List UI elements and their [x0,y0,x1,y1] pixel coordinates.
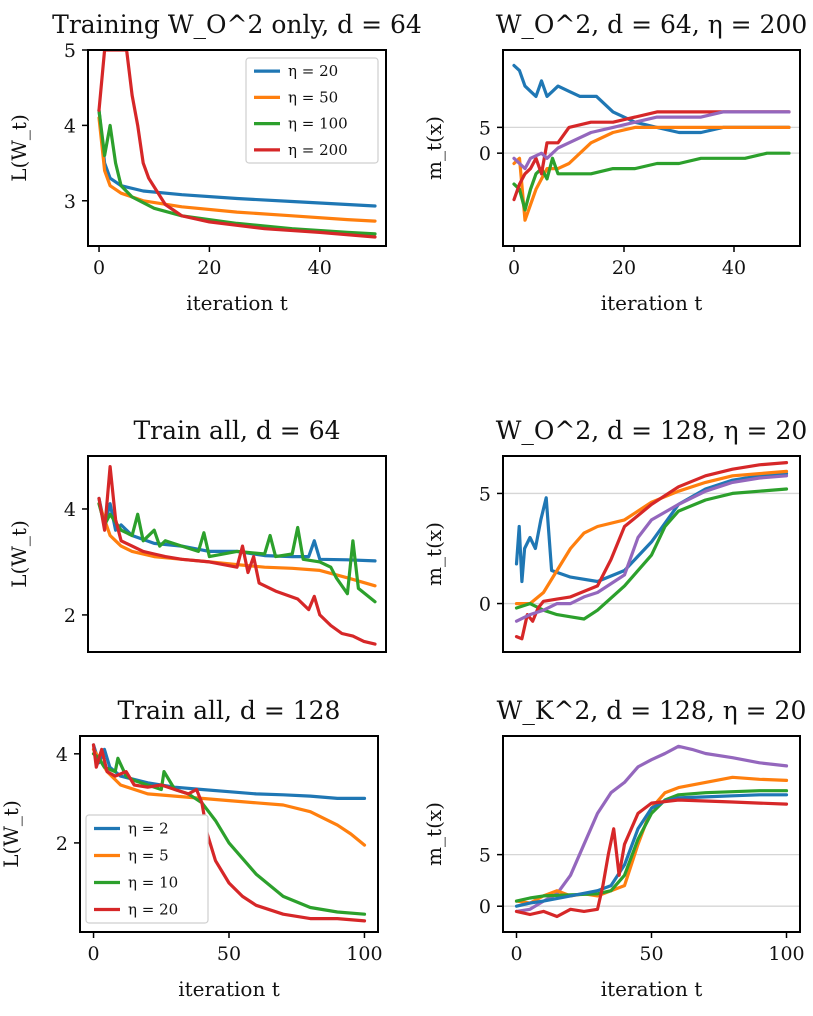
series-line-red [97,465,377,646]
y-tick-label: 4 [56,744,68,766]
y-axis-label: L(W_t) [7,114,31,181]
chart-title: W_K^2, d = 128, η = 20 [497,696,807,725]
chart-title: W_O^2, d = 64, η = 200 [496,10,808,39]
series-line-orange [514,775,789,905]
x-tick-label: 100 [346,943,382,965]
legend-box [85,814,209,924]
series-line-green [97,502,377,604]
chart-title: Train all, d = 64 [133,416,340,445]
x-tick-label: 100 [768,943,804,965]
series-line-red [514,798,789,919]
legend-label: η = 20 [128,901,178,919]
y-tick-label: 0 [479,594,491,616]
series-line-orange [91,747,367,847]
legend-label: η = 10 [128,874,178,892]
legend-label: η = 20 [288,62,338,80]
x-tick-label: 40 [308,257,332,279]
y-axis-label: m_t(x) [422,802,446,866]
x-tick-label: 20 [612,257,636,279]
x-tick-label: 20 [197,257,221,279]
x-tick-label: 40 [722,257,746,279]
series-line-green [91,752,367,916]
series-line-purple [512,110,791,171]
x-tick-label: 0 [87,943,99,965]
series-line-blue [512,63,791,135]
series-line-purple [514,744,789,913]
y-tick-label: 5 [479,483,491,505]
chart-title: W_O^2, d = 128, η = 20 [496,416,808,445]
series-line-red [91,743,367,923]
x-tick-label: 0 [93,257,105,279]
chart-title: Training W_O^2 only, d = 64 [52,10,422,39]
series-line-red [514,461,789,641]
axes-frame [502,455,801,653]
x-tick-label: 50 [639,943,663,965]
axes-frame [502,735,801,933]
y-tick-label: 5 [479,117,491,139]
panel-5: 0 50 100 2 4 Train all, d = 128 iteration t L(W… [0,696,383,1001]
legend: η = 2 η = 5 η = 10 η = 20 [85,814,209,924]
series-line-blue [91,743,367,800]
legend-label: η = 2 [128,820,169,838]
legend-label: η = 50 [288,88,338,106]
legend-label: η = 100 [288,115,348,133]
y-tick-label: 0 [479,143,491,165]
series-line-green [97,108,377,236]
axes-frame [87,49,387,247]
y-tick-label: 4 [64,115,76,137]
series-line-blue [514,472,789,584]
series-line-green [512,151,791,212]
y-axis-label: m_t(x) [422,116,446,180]
panel-2: 0 20 40 0 5 W_O^2, d = 64, η = 200 iteration t… [422,10,807,315]
axes-frame [502,49,801,247]
series-line-green [514,789,789,903]
y-tick-label: 3 [64,191,76,213]
chart-title: Train all, d = 128 [118,696,341,725]
y-tick-label: 4 [64,499,76,521]
legend: η = 20 η = 50 η = 100 η = 200 [245,57,379,164]
x-tick-label: 0 [510,943,522,965]
x-axis-label: iteration t [186,291,288,315]
legend-box [245,57,379,164]
series-line-red [97,50,377,239]
y-tick-label: 2 [64,605,76,627]
y-axis-label: L(W_t) [7,520,31,587]
axes-frame [87,455,387,653]
y-tick-label: 5 [479,845,491,867]
x-axis-label: iteration t [178,977,280,1001]
series-line-blue [97,108,377,208]
series-line-orange [512,125,791,222]
x-tick-label: 50 [217,943,241,965]
series-line-purple [514,474,789,623]
y-tick-label: 5 [64,40,76,62]
series-line-orange [97,116,377,223]
x-axis-label: iteration t [601,977,703,1001]
x-tick-label: 0 [508,257,520,279]
panel-4: 0 5 W_O^2, d = 128, η = 20 m_t(x) [422,416,808,653]
y-tick-label: 2 [56,833,68,855]
y-axis-label: m_t(x) [422,522,446,586]
series-line-blue [514,793,789,908]
legend-label: η = 5 [128,847,169,865]
y-axis-label: L(W_t) [0,800,23,867]
series-line-orange [514,469,789,606]
y-tick-label: 0 [479,896,491,918]
legend-label: η = 200 [288,141,348,159]
x-axis-label: iteration t [601,291,703,315]
panel-6: 0 50 100 0 5 W_K^2, d = 128, η = 20 iteration … [422,696,806,1001]
panel-3: 2 4 Train all, d = 64 L(W_t) [7,416,387,653]
series-line-green [514,487,789,621]
